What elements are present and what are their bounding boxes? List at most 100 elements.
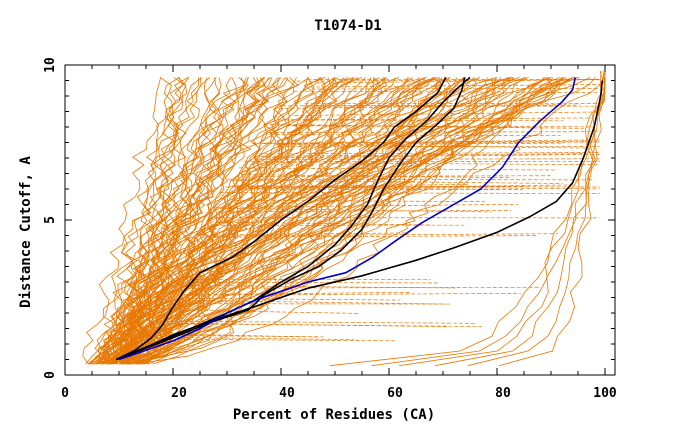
model-curve bbox=[127, 77, 466, 365]
model-curve bbox=[263, 123, 547, 129]
model-curve bbox=[259, 175, 551, 177]
model-curve bbox=[169, 297, 401, 301]
model-curve bbox=[126, 77, 289, 365]
model-curve bbox=[109, 77, 237, 365]
model-curve bbox=[219, 192, 600, 194]
model-curve bbox=[114, 77, 475, 365]
model-curve bbox=[101, 77, 426, 365]
highlight-series-1 bbox=[115, 77, 447, 361]
x-tick-label-40: 40 bbox=[279, 386, 295, 401]
model-curve bbox=[131, 77, 339, 365]
model-curve bbox=[116, 77, 498, 365]
model-curve bbox=[262, 139, 600, 144]
model-curve bbox=[147, 336, 355, 340]
model-curve bbox=[119, 77, 502, 365]
model-curve bbox=[293, 90, 600, 93]
highlighted-curves bbox=[115, 76, 604, 361]
chart-title: T1074-D1 bbox=[314, 18, 381, 34]
model-curve bbox=[127, 77, 464, 365]
model-curve bbox=[269, 162, 600, 166]
model-curve bbox=[202, 235, 538, 238]
model-curve bbox=[107, 77, 545, 365]
model-curve bbox=[146, 334, 324, 338]
model-curve bbox=[213, 207, 492, 213]
model-curve bbox=[104, 77, 183, 365]
model-curve bbox=[296, 79, 600, 82]
model-curve bbox=[467, 71, 606, 367]
model-curve bbox=[278, 104, 580, 109]
model-curve bbox=[399, 71, 606, 367]
model-curve bbox=[139, 77, 573, 365]
model-curve bbox=[239, 167, 558, 171]
model-curve bbox=[128, 77, 525, 365]
model-curve bbox=[127, 77, 606, 365]
x-axis-label: Percent of Residues (CA) bbox=[233, 407, 435, 423]
model-curve bbox=[112, 77, 488, 365]
y-tick-label-10: 10 bbox=[43, 57, 58, 73]
model-curve bbox=[82, 77, 162, 365]
model-curve bbox=[231, 179, 563, 184]
highlight-series-2 bbox=[115, 76, 471, 361]
model-curve bbox=[227, 209, 511, 213]
model-curve bbox=[498, 71, 606, 367]
model-curve bbox=[164, 284, 456, 289]
x-tick-label-20: 20 bbox=[171, 386, 187, 401]
model-curve bbox=[98, 77, 438, 365]
model-curve bbox=[89, 77, 265, 365]
axis-ticks bbox=[64, 64, 615, 376]
model-curve bbox=[158, 320, 478, 324]
model-curve bbox=[100, 77, 520, 365]
model-curve bbox=[114, 77, 190, 365]
model-curve bbox=[254, 153, 586, 157]
x-tick-label-100: 100 bbox=[593, 386, 617, 401]
model-curve bbox=[141, 77, 575, 365]
model-curve bbox=[143, 77, 466, 365]
model-curve bbox=[100, 77, 310, 365]
model-curve bbox=[238, 185, 600, 188]
model-curve bbox=[118, 77, 211, 365]
model-curve bbox=[280, 125, 594, 128]
model-curve bbox=[118, 77, 511, 365]
model-curve bbox=[329, 71, 606, 367]
model-curve bbox=[210, 221, 430, 226]
model-curve bbox=[87, 77, 338, 365]
model-curve bbox=[275, 144, 587, 149]
model-curve bbox=[281, 104, 567, 107]
model-curve bbox=[112, 77, 597, 365]
model-curve bbox=[98, 77, 266, 365]
model-curve bbox=[135, 77, 553, 365]
x-tick-label-60: 60 bbox=[387, 386, 403, 401]
model-curve bbox=[227, 178, 592, 181]
model-curve bbox=[268, 131, 600, 133]
model-curve bbox=[183, 293, 521, 296]
y-tick-label-5: 5 bbox=[43, 216, 58, 224]
model-curve bbox=[145, 77, 567, 365]
highlight-series-3 bbox=[116, 77, 466, 361]
model-curve bbox=[145, 338, 395, 342]
model-curve bbox=[174, 299, 447, 305]
model-curve bbox=[269, 134, 561, 137]
model-curve bbox=[85, 77, 265, 365]
model-curve bbox=[115, 77, 286, 365]
model-curve bbox=[266, 154, 600, 159]
model-curve bbox=[187, 281, 440, 284]
y-axis-label: Distance Cutoff, A bbox=[18, 156, 34, 308]
model-curve bbox=[148, 77, 510, 365]
x-tick-label-80: 80 bbox=[495, 386, 511, 401]
model-curve bbox=[197, 232, 408, 236]
model-curve bbox=[101, 77, 458, 365]
model-curves bbox=[82, 71, 606, 367]
model-curve bbox=[311, 88, 600, 90]
model-curve bbox=[142, 77, 579, 365]
model-curve bbox=[123, 77, 591, 365]
model-curve bbox=[122, 77, 295, 365]
model-curve bbox=[186, 286, 540, 289]
y-tick-label-0: 0 bbox=[43, 371, 58, 379]
model-curve bbox=[434, 71, 606, 367]
model-curve bbox=[92, 77, 172, 365]
model-curve bbox=[285, 117, 595, 121]
model-curve bbox=[371, 71, 604, 367]
model-curve bbox=[94, 77, 203, 365]
model-curve bbox=[275, 142, 564, 146]
